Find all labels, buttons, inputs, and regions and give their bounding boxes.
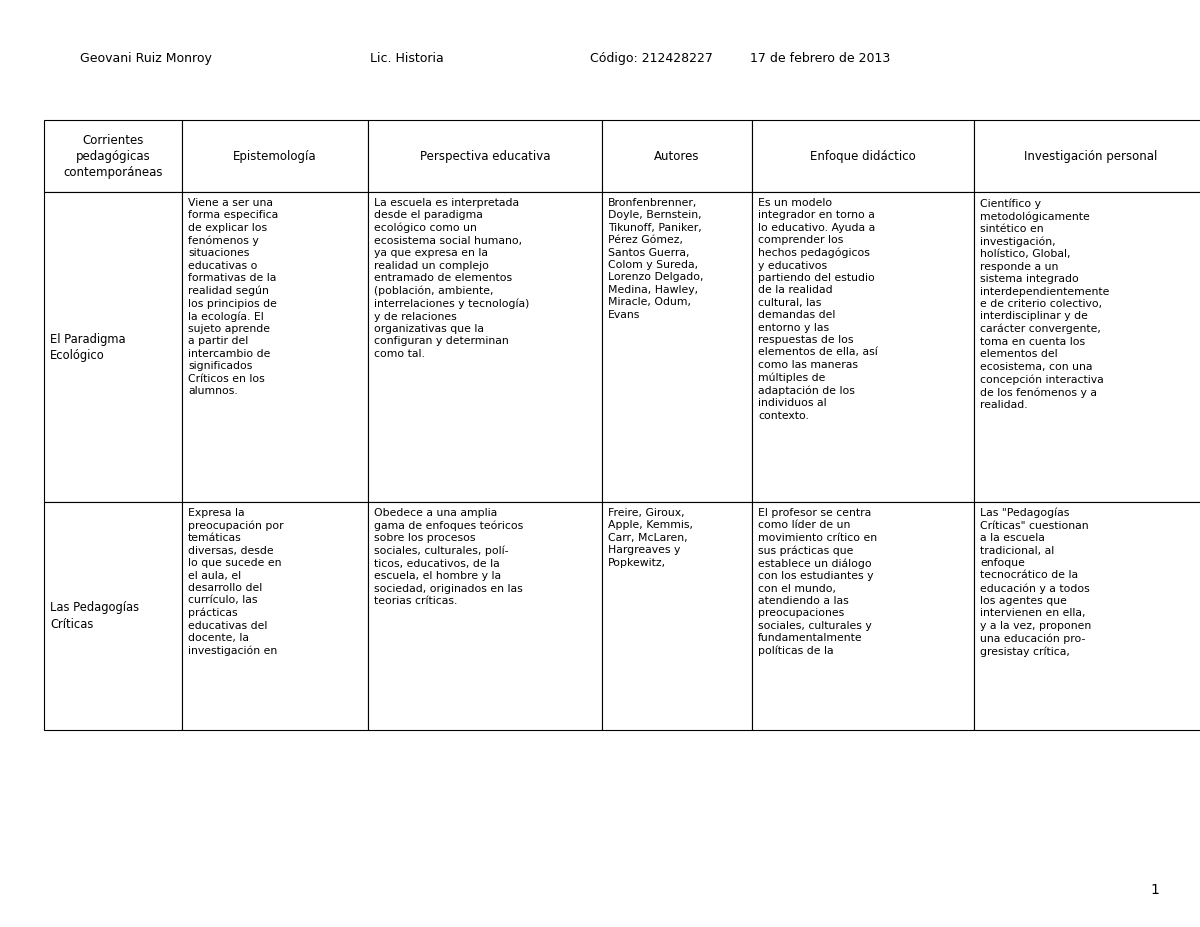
- Text: 1: 1: [1150, 883, 1159, 897]
- Text: Expresa la
preocupación por
temáticas
diversas, desde
lo que sucede en
el aula, : Expresa la preocupación por temáticas di…: [188, 508, 283, 656]
- Text: Epistemología: Epistemología: [233, 149, 317, 162]
- Bar: [368, 120, 602, 192]
- Bar: [368, 192, 602, 502]
- Text: Las Pedagogías
Críticas: Las Pedagogías Críticas: [50, 602, 139, 630]
- Bar: [752, 192, 974, 502]
- Text: Corrientes
pedagógicas
contemporáneas: Corrientes pedagógicas contemporáneas: [64, 133, 163, 179]
- Bar: [182, 120, 368, 192]
- Text: Geovani Ruiz Monroy: Geovani Ruiz Monroy: [80, 52, 212, 65]
- Bar: [44, 120, 182, 192]
- Bar: [752, 502, 974, 730]
- Text: Bronfenbrenner,
Doyle, Bernstein,
Tikunoff, Paniker,
Pérez Gómez,
Santos Guerra,: Bronfenbrenner, Doyle, Bernstein, Tikuno…: [608, 198, 703, 320]
- Text: Científico y
metodológicamente
sintético en
investigación,
holístico, Global,
re: Científico y metodológicamente sintético…: [980, 198, 1109, 410]
- Bar: [752, 120, 974, 192]
- Text: Lic. Historia: Lic. Historia: [370, 52, 444, 65]
- Text: Viene a ser una
forma especifica
de explicar los
fenómenos y
situaciones
educati: Viene a ser una forma especifica de expl…: [188, 198, 278, 396]
- Text: Perspectiva educativa: Perspectiva educativa: [420, 149, 551, 162]
- Text: 17 de febrero de 2013: 17 de febrero de 2013: [750, 52, 890, 65]
- Text: Código: 212428227: Código: 212428227: [590, 52, 713, 65]
- Text: Es un modelo
integrador en torno a
lo educativo. Ayuda a
comprender los
hechos p: Es un modelo integrador en torno a lo ed…: [758, 198, 877, 421]
- Bar: [368, 502, 602, 730]
- Bar: [182, 192, 368, 502]
- Text: Las "Pedagogías
Críticas" cuestionan
a la escuela
tradicional, al
enfoque
tecnoc: Las "Pedagogías Críticas" cuestionan a l…: [980, 508, 1091, 657]
- Text: La escuela es interpretada
desde el paradigma
ecológico como un
ecosistema socia: La escuela es interpretada desde el para…: [374, 198, 529, 359]
- Bar: [602, 120, 752, 192]
- Text: Investigación personal: Investigación personal: [1025, 149, 1158, 162]
- Text: El profesor se centra
como líder de un
movimiento crítico en
sus prácticas que
e: El profesor se centra como líder de un m…: [758, 508, 877, 656]
- Bar: [974, 192, 1200, 502]
- Text: Enfoque didáctico: Enfoque didáctico: [810, 149, 916, 162]
- Text: Freire, Giroux,
Apple, Kemmis,
Carr, McLaren,
Hargreaves y
Popkewitz,: Freire, Giroux, Apple, Kemmis, Carr, McL…: [608, 508, 694, 567]
- Text: Obedece a una amplia
gama de enfoques teóricos
sobre los procesos
sociales, cult: Obedece a una amplia gama de enfoques te…: [374, 508, 523, 606]
- Bar: [602, 502, 752, 730]
- Bar: [182, 502, 368, 730]
- Text: El Paradigma
Ecológico: El Paradigma Ecológico: [50, 333, 126, 362]
- Bar: [44, 502, 182, 730]
- Bar: [974, 502, 1200, 730]
- Bar: [974, 120, 1200, 192]
- Bar: [44, 192, 182, 502]
- Bar: [602, 192, 752, 502]
- Text: Autores: Autores: [654, 149, 700, 162]
